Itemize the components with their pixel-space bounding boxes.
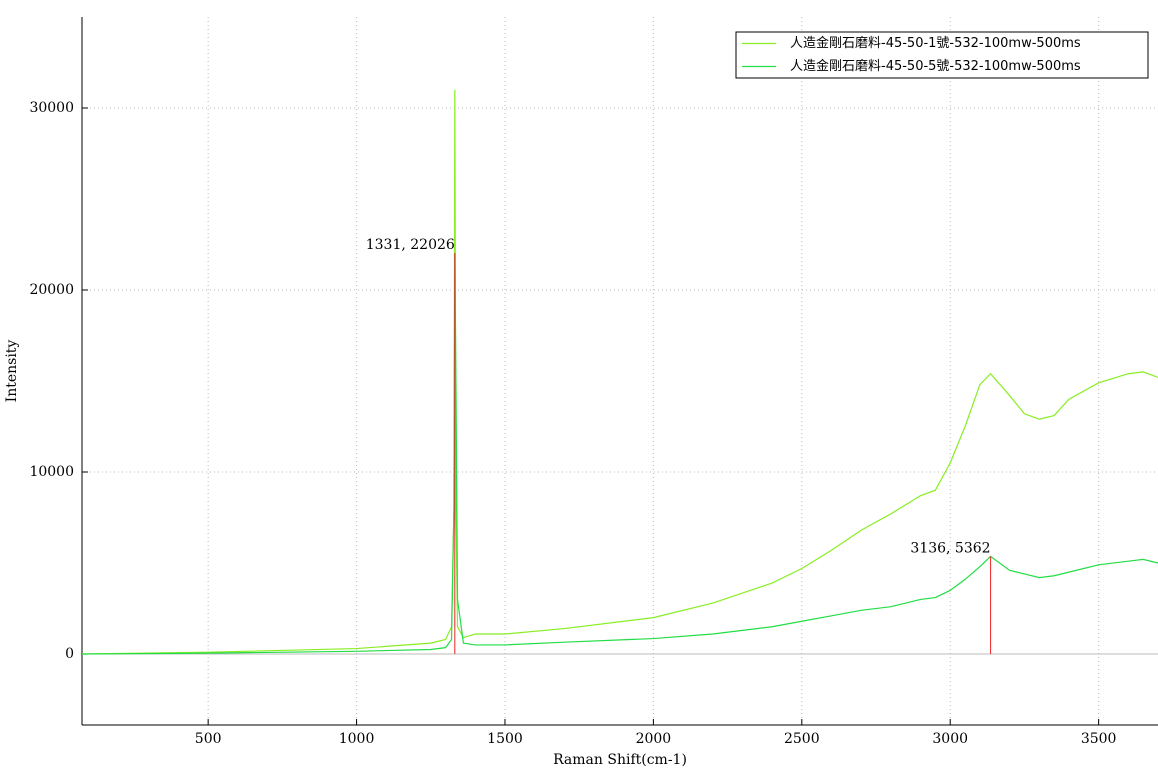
x-tick-label: 1000	[339, 731, 375, 747]
x-tick-label: 3500	[1081, 731, 1117, 747]
legend-box	[735, 31, 1149, 79]
x-tick-label: 1500	[487, 731, 523, 747]
series-line	[82, 253, 1158, 655]
x-tick-label: 2500	[784, 731, 820, 747]
y-axis-label: Intensity	[4, 340, 20, 403]
x-tick-label: 500	[195, 731, 222, 747]
plot-area	[82, 89, 1158, 655]
x-axis-label: Raman Shift(cm-1)	[553, 752, 687, 768]
peak-label: 3136, 5362	[910, 540, 990, 556]
x-tick-label: 3000	[932, 731, 968, 747]
legend-label: 人造金剛石磨料-45-50-5號-532-100mw-500ms	[790, 58, 1081, 74]
y-tick-label: 30000	[29, 100, 74, 116]
y-tick-label: 0	[65, 646, 74, 662]
peak-label: 1331, 22026	[366, 237, 455, 253]
series-line	[82, 89, 1158, 655]
y-tick-label: 10000	[29, 464, 74, 480]
y-tick-label: 20000	[29, 282, 74, 298]
legend-label: 人造金剛石磨料-45-50-1號-532-100mw-500ms	[790, 35, 1081, 51]
legend: 人造金剛石磨料-45-50-1號-532-100mw-500ms 人造金剛石磨料-…	[735, 31, 1149, 79]
x-tick-label: 2000	[636, 731, 672, 747]
